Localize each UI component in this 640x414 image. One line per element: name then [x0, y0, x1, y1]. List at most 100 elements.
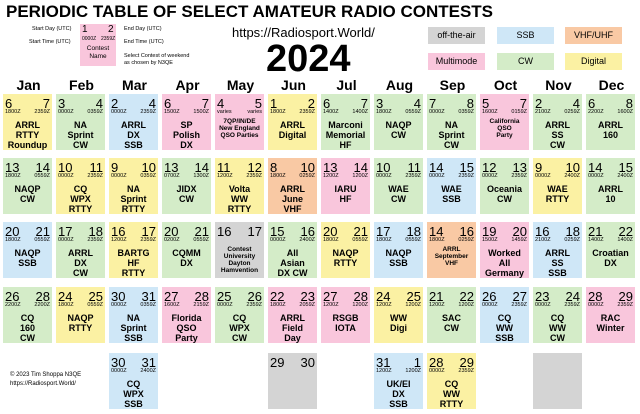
contest-name: ARRL DX CW — [56, 248, 105, 278]
contest-name: NA Sprint CW — [56, 120, 105, 150]
contest-name: Contest University Dayton Hamvention — [215, 246, 264, 274]
key-end-day: 2 — [108, 24, 114, 35]
start-day: 6 — [5, 96, 13, 111]
contest-cell: 13 14 0700Z 1300Z JIDX CW — [161, 157, 212, 215]
start-day: 30 — [111, 355, 126, 370]
contest-cell: 22 23 1800Z 2059Z ARRL Field Day — [267, 286, 318, 344]
end-time: 0259Z — [299, 173, 315, 179]
start-day: 20 — [164, 224, 179, 239]
contest-name-line: SS — [551, 258, 564, 268]
contest-name-line: Florida — [171, 313, 202, 323]
contest-name: SAC CW — [427, 313, 476, 333]
contest-name-line: DX CW — [277, 268, 308, 278]
end-day: 22 — [459, 289, 474, 304]
end-time: 2359Z — [140, 109, 156, 115]
contest-cell: 26 28 2200Z 2200Z CQ 160 CW — [2, 286, 53, 344]
contest-name-line: WPX — [70, 194, 91, 204]
contest-cell: 4 5 varies varies 7QP/IN/DE New England QSO Pa… — [214, 93, 265, 151]
end-day: 4 — [572, 96, 580, 111]
contest-name-line: CW — [20, 333, 35, 343]
contest-name-line: NAQP — [14, 248, 41, 258]
contest-name-line: DX — [127, 130, 140, 140]
contest-cell: 3 4 0000Z 0359Z NA Sprint CW — [55, 93, 106, 151]
key-label: Start Time (UTC) — [29, 39, 71, 45]
contest-name-line: Marconi — [328, 120, 363, 130]
contest-name-line: CQ — [20, 313, 35, 323]
footer: © 2023 Tim Shoppa N3QE https://Radiosport… — [10, 372, 82, 387]
legend-item: off-the-air — [428, 27, 485, 44]
end-time: 2359Z — [617, 302, 633, 308]
contest-cell: 27 28 1200Z 1200Z RSGB IOTA — [320, 286, 371, 344]
end-time: 2400Z — [617, 173, 633, 179]
contest-name-line: Volta — [228, 184, 251, 194]
contest-name-line: RTTY — [68, 204, 93, 214]
end-time: 0359Z — [140, 173, 156, 179]
contest-name-line: RTTY — [15, 130, 40, 140]
end-day: 10 — [565, 160, 580, 175]
contest-name-line: Day — [284, 333, 301, 343]
start-day: 6 — [588, 96, 596, 111]
contest-name-line: CW — [232, 333, 247, 343]
contest-name: CQ WW SSB — [480, 313, 529, 343]
contest-name-line: DX — [604, 258, 617, 268]
start-day: 2 — [111, 96, 119, 111]
contest-cell: 20 21 0200Z 0559Z CQMM DX — [161, 221, 212, 279]
contest-name-line: Asian — [280, 258, 305, 268]
contest-name-line: SS — [551, 130, 564, 140]
start-time: 1200Z — [111, 237, 127, 243]
end-day: 7 — [42, 96, 50, 111]
contest-name-line: WPX — [123, 389, 144, 399]
contest-cell: 10 11 0000Z 2359Z CQ WPX RTTY — [55, 157, 106, 215]
contest-name: WAE SSB — [427, 184, 476, 204]
contest-name-line: Sprint — [120, 194, 147, 204]
end-time: 2359Z — [34, 109, 50, 115]
start-day: 22 — [270, 289, 285, 304]
end-time: 0259Z — [564, 237, 580, 243]
contest-cell: 6 8 2200Z 1600Z ARRL 160 — [585, 93, 636, 151]
key-label: Start Day (UTC) — [32, 26, 72, 32]
end-time: 0559Z — [34, 173, 50, 179]
start-day: 20 — [323, 224, 338, 239]
start-day: 15 — [270, 224, 285, 239]
contest-name-line: ARRL — [598, 120, 623, 130]
contest-name-line: DX — [74, 258, 87, 268]
end-time: 1500Z — [193, 109, 209, 115]
start-time: 2100Z — [535, 237, 551, 243]
contest-name: CQ 160 CW — [3, 313, 52, 343]
contest-cell: 8 10 1800Z 0259Z ARRL June VHF — [267, 157, 318, 215]
end-time: 2059Z — [299, 302, 315, 308]
month-label: Oct — [493, 77, 518, 93]
contest-name: ARRL 160 — [586, 120, 635, 140]
start-time: 0000Z — [111, 368, 127, 374]
start-day: 30 — [111, 289, 126, 304]
contest-name: Oceania CW — [480, 184, 529, 204]
year: 2024 — [266, 38, 351, 80]
contest-name-line: ARRL — [280, 120, 305, 130]
legend-item: Multimode — [428, 53, 485, 70]
contest-cell: 17 18 0000Z 2359Z ARRL DX CW — [55, 221, 106, 279]
contest-name: CQ WW RTTY — [427, 379, 476, 409]
key-label: End Time (UTC) — [124, 39, 164, 45]
month-label: Jul — [336, 77, 357, 93]
contest-name-line: NAQP — [385, 248, 412, 258]
contest-name-line: Worked — [488, 248, 521, 258]
end-time: 2200Z — [34, 302, 50, 308]
start-day: 31 — [376, 355, 391, 370]
end-day: 11 — [407, 160, 422, 175]
start-time: 0000Z — [535, 302, 551, 308]
start-day: 10 — [376, 160, 391, 175]
contest-name-line: CW — [179, 194, 194, 204]
month-label: Apr — [175, 77, 200, 93]
contest-name-line: CW — [391, 130, 406, 140]
contest-name: WAE RTTY — [533, 184, 582, 204]
start-day: 2 — [535, 96, 543, 111]
end-time: 2359Z — [511, 302, 527, 308]
end-day: 28 — [35, 289, 50, 304]
contest-name-line: ARRL — [545, 248, 570, 258]
start-time: 1800Z — [270, 302, 286, 308]
contest-name: BARTG HF RTTY — [109, 248, 158, 278]
start-time: 1800Z — [270, 173, 286, 179]
legend-item: Digital — [565, 53, 622, 70]
contest-name: NAQP RTTY — [56, 313, 105, 333]
url: https://Radiosport.World/ — [232, 25, 375, 40]
